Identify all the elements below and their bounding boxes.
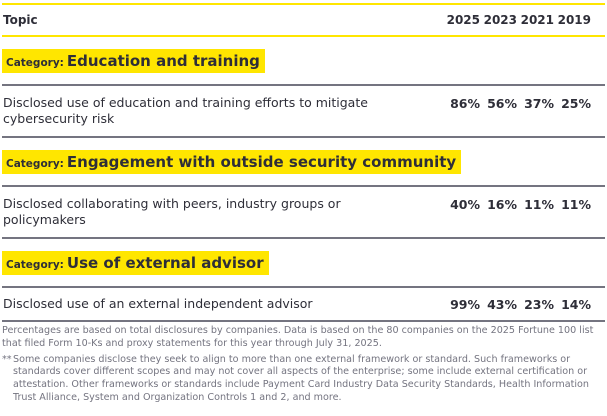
row-divider [2, 136, 605, 138]
header-year: 2019 [557, 13, 591, 27]
category-prefix: Category: [6, 258, 64, 271]
row-value: 43% [487, 296, 517, 312]
header-year: 2025 [446, 13, 480, 27]
row-description: Disclosed use of education and training … [3, 95, 368, 126]
header-top-rule [2, 3, 605, 5]
row-value: 25% [561, 96, 591, 111]
footnote-frameworks-text: Some companies disclose they seek to ali… [13, 353, 589, 403]
row-description: Disclosed collaborating with peers, indu… [3, 196, 341, 227]
category-name: Education and training [66, 51, 260, 70]
row-divider [2, 185, 605, 187]
category-row: Category: Engagement with outside securi… [2, 138, 605, 185]
row-value: 56% [487, 96, 517, 111]
header-bottom-rule [2, 35, 605, 37]
table-row: Disclosed use of an external independent… [2, 288, 605, 320]
category-row: Category: Use of external advisor [2, 239, 605, 286]
category-row: Category: Education and training [2, 37, 605, 84]
header-topic: Topic [3, 13, 38, 27]
header-year: 2021 [520, 13, 554, 27]
footnote-marker: ** [2, 353, 12, 365]
row-value: 37% [524, 96, 554, 111]
row-description: Disclosed use of an external independent… [3, 296, 313, 311]
category-name: Use of external advisor [66, 253, 264, 272]
category-label: Category: Education and training [2, 48, 265, 73]
row-value: 99% [450, 296, 480, 312]
row-divider [2, 237, 605, 239]
category-prefix: Category: [6, 157, 64, 170]
row-divider [2, 320, 605, 322]
row-value: 16% [487, 197, 517, 212]
row-value: 40% [450, 197, 480, 212]
row-value: 11% [561, 197, 591, 212]
header-year: 2023 [483, 13, 517, 27]
category-name: Engagement with outside security communi… [66, 152, 457, 171]
footnote-frameworks: ** Some companies disclose they seek to … [2, 354, 605, 405]
category-label: Category: Engagement with outside securi… [2, 149, 462, 174]
footnotes: Percentages are based on total disclosur… [2, 325, 605, 405]
row-divider [2, 84, 605, 86]
row-divider [2, 286, 605, 288]
cybersecurity-disclosure-table: Topic 2025 2023 2021 2019 Category: Educ… [2, 0, 605, 322]
table-row: Disclosed collaborating with peers, indu… [2, 187, 605, 237]
table-header: Topic 2025 2023 2021 2019 [2, 5, 605, 35]
row-value: 86% [450, 96, 480, 111]
category-label: Category: Use of external advisor [2, 250, 269, 275]
row-value: 11% [524, 197, 554, 212]
footnote-methodology: Percentages are based on total disclosur… [2, 325, 594, 349]
row-value: 14% [561, 296, 591, 312]
category-prefix: Category: [6, 56, 64, 69]
row-value: 23% [524, 296, 554, 312]
table-row: Disclosed use of education and training … [2, 86, 605, 136]
